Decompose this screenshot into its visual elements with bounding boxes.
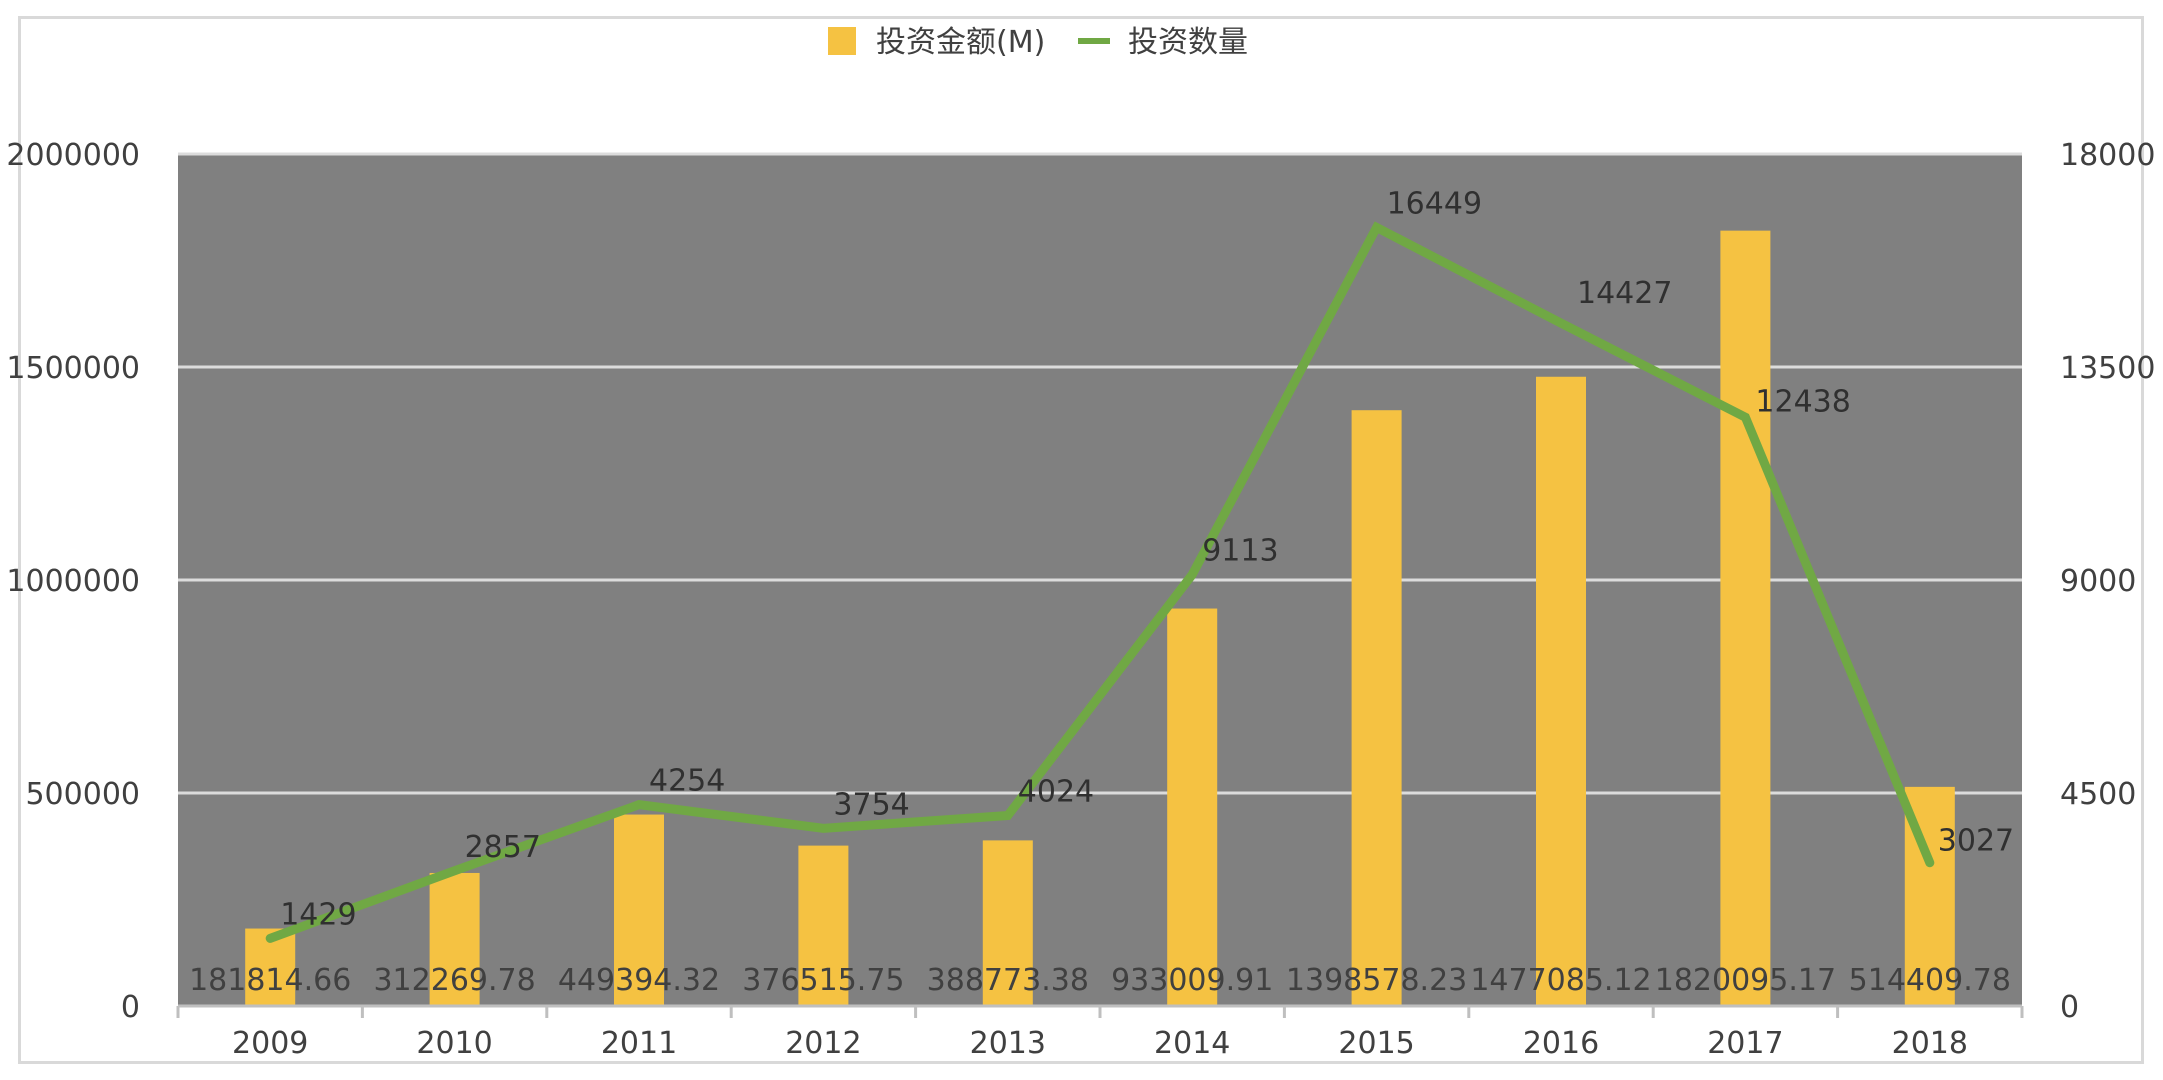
x-tick-label: 2014 — [1154, 1026, 1230, 1061]
x-tick-label: 2017 — [1707, 1026, 1783, 1061]
line-point-2013 — [1006, 814, 1009, 817]
legend-label-line: 投资数量 — [1128, 25, 1248, 60]
line-value-label: 12438 — [1755, 384, 1850, 419]
bar-value-label: 376515.75 — [742, 963, 904, 998]
bar-2013 — [982, 840, 1033, 1006]
x-axis: 2009 2010 2011 2012 2013 2014 2015 2016 2017 2018 — [176, 1004, 2024, 1061]
bar-2015 — [1351, 410, 1402, 1006]
y-axis-right: 0 4500 9000 13500 18000 — [2060, 138, 2155, 1025]
legend-label-bar: 投资金额(M) — [876, 25, 1045, 60]
x-tick-label: 2016 — [1523, 1026, 1599, 1061]
line-point-2015 — [1375, 226, 1378, 229]
y-left-tick-label: 2000000 — [6, 138, 140, 173]
line-point-2018 — [1928, 861, 1931, 864]
x-tick-label: 2015 — [1338, 1026, 1414, 1061]
bar-2011 — [614, 814, 664, 1006]
line-value-label: 4024 — [1018, 775, 1094, 810]
x-tick-label: 2013 — [970, 1026, 1046, 1061]
x-tick-label: 2012 — [785, 1026, 861, 1061]
x-tick-label: 2018 — [1892, 1026, 1968, 1061]
y-left-tick-label: 1000000 — [6, 564, 140, 599]
bar-value-label: 514409.78 — [1849, 963, 2011, 998]
legend: 投资金额(M) 投资数量 — [828, 25, 1248, 60]
bar-value-label: 312269.78 — [373, 963, 535, 998]
line-point-2017 — [1744, 416, 1747, 419]
line-value-label: 2857 — [465, 830, 541, 865]
line-value-label: 9113 — [1202, 534, 1278, 569]
y-right-tick-label: 4500 — [2060, 777, 2136, 812]
x-tick-label: 2011 — [601, 1026, 677, 1061]
line-point-2010 — [453, 869, 456, 872]
y-left-tick-label: 1500000 — [6, 351, 140, 386]
line-value-label: 3754 — [833, 787, 909, 822]
line-value-label: 4254 — [649, 764, 725, 799]
line-value-label: 14427 — [1577, 276, 1672, 311]
line-point-2014 — [1191, 573, 1194, 576]
bar-value-label: 1477085.12 — [1470, 963, 1651, 998]
legend-swatch-bar — [828, 27, 856, 55]
bar-data-labels: 181814.66 312269.78 449394.32 376515.75 3887… — [189, 963, 2011, 998]
bar-value-label: 1820095.17 — [1655, 963, 1836, 998]
bar-2012 — [798, 845, 849, 1006]
x-tick-label: 2009 — [232, 1026, 308, 1061]
line-series — [265, 221, 1935, 943]
line-point-2011 — [638, 803, 640, 806]
line-point-2009 — [269, 937, 272, 940]
bar-2016 — [1536, 376, 1586, 1007]
line-point-2012 — [822, 827, 825, 830]
line-value-label: 16449 — [1387, 186, 1482, 221]
gridlines — [178, 152, 2022, 795]
y-right-tick-label: 13500 — [2060, 351, 2155, 386]
bar-2017 — [1720, 230, 1771, 1006]
bar-value-label: 1398578.23 — [1286, 963, 1467, 998]
y-axis-left: 0 500000 1000000 1500000 2000000 — [6, 138, 140, 1025]
x-tick-label: 2010 — [416, 1026, 492, 1061]
line-point-2016 — [1560, 322, 1562, 325]
bar-value-label: 388773.38 — [927, 963, 1089, 998]
y-right-tick-label: 0 — [2060, 990, 2079, 1025]
y-left-tick-label: 0 — [121, 990, 140, 1025]
bar-2014 — [1167, 608, 1218, 1006]
y-left-tick-label: 500000 — [25, 777, 140, 812]
bar-value-label: 449394.32 — [558, 963, 720, 998]
line-value-label: 3027 — [1938, 824, 2014, 859]
bar-value-label: 933009.91 — [1111, 963, 1273, 998]
line-path — [265, 221, 1935, 943]
line-value-label: 1429 — [280, 897, 356, 932]
bar-value-label: 181814.66 — [189, 963, 351, 998]
y-right-tick-label: 18000 — [2060, 138, 2155, 173]
line-data-labels: 1429 2857 4254 3754 4024 9113 16449 14427 12438 3… — [280, 186, 2014, 932]
y-right-tick-label: 9000 — [2060, 564, 2136, 599]
bar-2010 — [429, 872, 480, 1006]
